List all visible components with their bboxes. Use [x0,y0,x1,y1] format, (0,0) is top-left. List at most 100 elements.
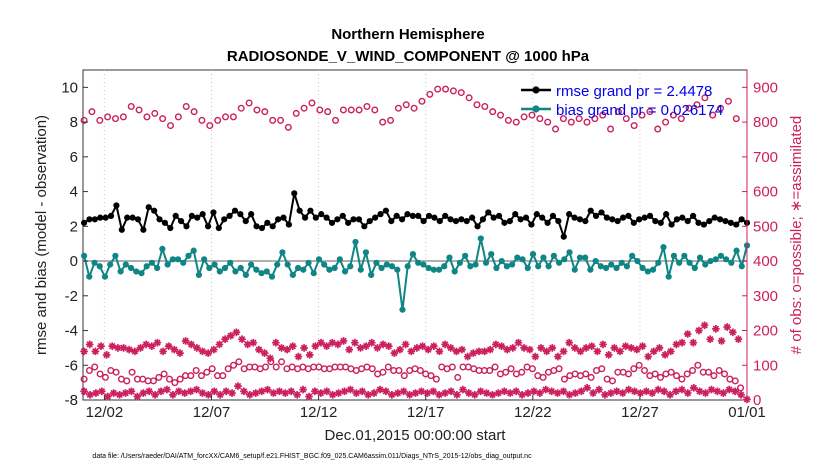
bias-marker [430,266,437,273]
possible-obs-marker [416,366,424,374]
rmse-marker [490,214,497,221]
bias-marker [211,261,218,268]
assimilated-obs-marker [80,347,88,356]
rmse-marker [684,218,691,225]
assimilated-obs-marker [407,347,416,356]
assimilated-obs-marker [612,387,621,396]
assimilated-obs-marker [114,344,122,352]
assimilated-obs-marker [340,387,349,396]
y-tick-label: 6 [70,149,78,166]
x-tick-label: 12/02 [86,404,124,421]
possible-obs-marker [448,363,456,371]
bias-marker [482,259,490,266]
rmse-marker [598,209,605,216]
bias-marker [133,268,140,275]
rmse-marker [86,216,93,223]
possible-obs-marker [269,116,277,124]
bias-marker [315,256,323,263]
assimilated-obs-marker [204,349,212,357]
possible-obs-marker [432,375,440,383]
assimilated-obs-marker [102,351,111,359]
rmse-marker [436,218,443,225]
rmse-marker [102,214,109,221]
assimilated-obs-marker [257,387,266,396]
possible-obs-marker [518,368,526,376]
bias-marker [472,261,479,268]
possible-obs-marker [324,108,332,116]
bias-marker [169,256,176,263]
y-tick-label: -8 [65,392,78,409]
assimilated-obs-marker [358,387,367,396]
possible-obs-marker [214,116,222,124]
possible-obs-marker [693,101,701,109]
rmse-marker [738,216,745,223]
assimilated-obs-marker [531,352,540,361]
possible-obs-marker [724,97,732,105]
possible-obs-marker [284,123,292,131]
assimilated-obs-marker [678,338,686,347]
assimilated-obs-marker [317,338,325,347]
assimilated-obs-marker [356,344,365,352]
possible-obs-marker [104,113,112,121]
assimilated-obs-marker [583,384,591,392]
rmse-marker [549,212,557,219]
possible-obs-marker [418,97,426,105]
possible-obs-marker [486,366,494,374]
possible-obs-marker [190,108,198,116]
assimilated-obs-marker [571,389,580,397]
y-right-tick-label: 500 [753,218,778,235]
assimilated-obs-marker [577,387,586,396]
possible-obs-marker [528,111,536,119]
bias-marker [618,259,625,266]
assimilated-obs-marker [723,323,731,331]
bias-marker [180,259,187,266]
rmse-marker [646,212,654,219]
rmse-marker [641,214,648,221]
assimilated-obs-marker [351,338,359,347]
bias-marker [477,235,484,242]
assimilated-obs-marker [604,351,613,359]
rmse-marker [733,221,740,228]
possible-obs-marker [235,358,243,366]
rmse-marker [113,202,120,209]
bias-marker [587,266,594,273]
assimilated-obs-marker [571,344,579,352]
rmse-marker [560,233,567,240]
assimilated-obs-marker [80,387,88,396]
rmse-marker [609,216,616,223]
bias-marker [712,256,719,263]
assimilated-obs-marker [370,389,378,397]
rmse-marker [312,214,319,221]
assimilated-obs-marker [249,338,258,347]
rmse-marker [134,216,142,223]
rmse-marker [253,223,260,230]
rmse-marker [199,211,206,218]
possible-obs-marker [88,108,96,116]
bias-marker [201,256,208,263]
bias-marker [253,266,260,273]
possible-obs-marker [635,361,643,369]
rmse-marker [679,214,686,221]
assimilated-obs-marker [734,335,743,344]
assimilated-obs-marker [243,340,252,349]
rmse-marker [458,216,465,223]
bias-marker [96,263,103,270]
possible-obs-marker [657,373,665,381]
bias-marker [707,257,714,265]
assimilated-obs-marker [503,345,511,354]
rmse-marker [528,221,535,228]
bias-marker [644,268,651,275]
assimilated-obs-marker [541,385,550,394]
rmse-marker [711,214,718,221]
assimilated-obs-marker [476,387,485,396]
y-right-tick-label: 0 [753,392,761,409]
assimilated-obs-marker [737,390,745,399]
x-tick-label: 01/01 [728,404,766,421]
rmse-marker [188,212,195,219]
assimilated-obs-marker [565,338,574,347]
y-right-tick-label: 600 [753,184,778,201]
assimilated-obs-marker [618,389,627,397]
bias-marker [373,259,380,266]
possible-obs-marker [457,89,465,97]
assimilated-obs-marker [305,392,313,401]
